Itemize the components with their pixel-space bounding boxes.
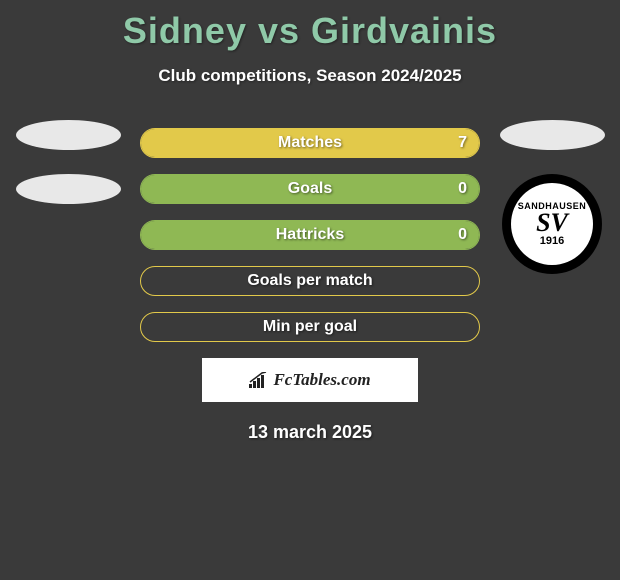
placeholder-ellipse [500,120,605,150]
placeholder-ellipse [16,174,121,204]
bar-label: Hattricks [276,226,344,244]
badge-inner: SANDHAUSEN SV 1916 [511,183,593,265]
stat-bar: Matches 7 [140,128,480,158]
badge-year: 1916 [540,235,564,247]
bar-right-value: 7 [458,134,467,152]
comparison-bars: Matches 7 Goals 0 Hattricks 0 Goals per match M… [140,128,480,342]
bar-label: Matches [278,134,342,152]
bar-right-value: 0 [458,180,467,198]
brand-label: FcTables.com [273,370,370,390]
date-label: 13 march 2025 [0,422,620,443]
chart-icon [249,372,269,388]
stat-bar: Goals 0 [140,174,480,204]
stat-bar: Goals per match [140,266,480,296]
stat-bar: Min per goal [140,312,480,342]
left-team-badge-area [8,120,128,228]
comparison-title: Sidney vs Girdvainis [0,0,620,52]
sandhausen-badge: SANDHAUSEN SV 1916 [502,174,602,274]
bar-label: Goals [288,180,332,198]
bar-label: Min per goal [263,318,357,336]
placeholder-ellipse [16,120,121,150]
badge-initials: SV [536,211,568,234]
bar-right-value: 0 [458,226,467,244]
right-team-badge-area: SANDHAUSEN SV 1916 [492,120,612,274]
stat-bar: Hattricks 0 [140,220,480,250]
bar-label: Goals per match [247,272,372,290]
brand-box: FcTables.com [202,358,418,402]
subtitle: Club competitions, Season 2024/2025 [0,66,620,86]
